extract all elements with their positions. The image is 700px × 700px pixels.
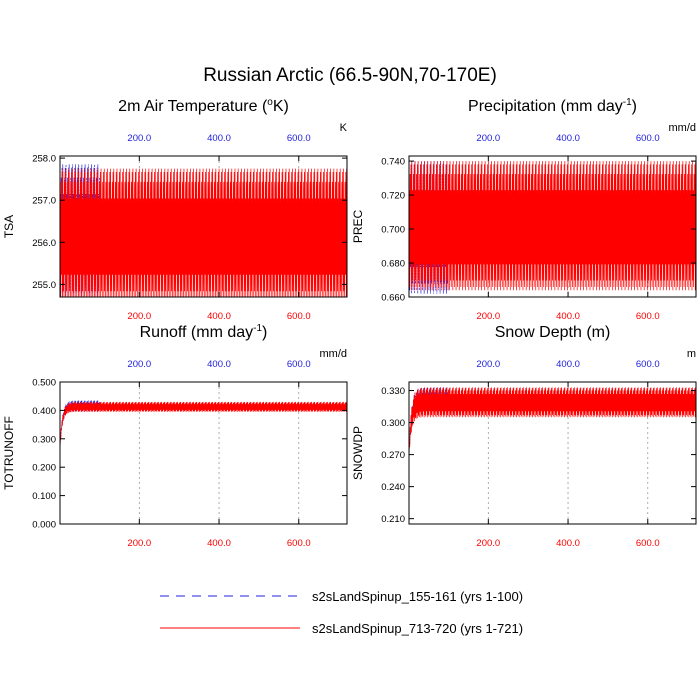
y-tick-label: 256.0 bbox=[32, 238, 56, 249]
series-line-2 bbox=[60, 168, 347, 297]
y-tick-label: 255.0 bbox=[32, 280, 56, 291]
units-label: K bbox=[340, 122, 348, 134]
legend: s2sLandSpinup_155-161 (yrs 1-100) s2sLan… bbox=[160, 589, 523, 636]
y-axis-label: TSA bbox=[2, 215, 16, 238]
units-label: mm/d bbox=[669, 122, 697, 134]
y-tick-label: 0.700 bbox=[381, 225, 405, 236]
series-line-2 bbox=[409, 387, 696, 459]
x-tick-label-top: 200.0 bbox=[476, 133, 500, 144]
y-tick-label: 0.240 bbox=[381, 482, 405, 493]
y-tick-label: 0.400 bbox=[32, 406, 56, 417]
y-tick-label: 258.0 bbox=[32, 154, 56, 165]
y-tick-label: 0.200 bbox=[32, 463, 56, 474]
x-tick-label-top: 400.0 bbox=[556, 133, 580, 144]
x-tick-label-bottom: 400.0 bbox=[207, 311, 231, 322]
x-tick-label-bottom: 400.0 bbox=[556, 538, 580, 549]
x-tick-label-top: 400.0 bbox=[207, 133, 231, 144]
series-line-2 bbox=[60, 401, 347, 449]
x-tick-label-top: 200.0 bbox=[127, 359, 151, 370]
y-tick-label: 0.300 bbox=[32, 434, 56, 445]
panel-3: Runoff (mm day-1) mm/d TOTRUNOFF 0.000 0.100… bbox=[2, 323, 348, 549]
panel-2: Precipitation (mm day-1) mm/d PREC 0.660 0.6… bbox=[351, 97, 697, 322]
y-axis-label: TOTRUNOFF bbox=[2, 416, 16, 490]
units-label: m bbox=[687, 348, 696, 360]
main-title: Russian Arctic (66.5-90N,70-170E) bbox=[203, 65, 497, 86]
y-tick-label: 0.100 bbox=[32, 491, 56, 502]
x-tick-label-bottom: 600.0 bbox=[287, 311, 311, 322]
y-tick-label: 0.000 bbox=[32, 520, 56, 531]
series-line-2 bbox=[409, 161, 696, 291]
x-tick-label-bottom: 200.0 bbox=[127, 538, 151, 549]
units-label: mm/d bbox=[320, 348, 348, 360]
x-tick-label-top: 200.0 bbox=[127, 133, 151, 144]
panel-title: 2m Air Temperature (oK) bbox=[118, 97, 289, 115]
y-axis-label: SNOWDP bbox=[351, 426, 365, 480]
y-tick-label: 0.210 bbox=[381, 514, 405, 525]
y-tick-label: 0.270 bbox=[381, 450, 405, 461]
x-tick-label-bottom: 200.0 bbox=[127, 311, 151, 322]
y-tick-label: 257.0 bbox=[32, 196, 56, 207]
legend-label-1: s2sLandSpinup_155-161 (yrs 1-100) bbox=[312, 589, 523, 604]
x-tick-label-top: 600.0 bbox=[287, 133, 311, 144]
plot-frame bbox=[59, 155, 348, 298]
x-tick-label-top: 600.0 bbox=[287, 359, 311, 370]
y-tick-label: 0.330 bbox=[381, 386, 405, 397]
y-tick-label: 0.680 bbox=[381, 259, 405, 270]
panel-1: 2m Air Temperature (oK) K TSA 255.0 256.0 257… bbox=[2, 97, 348, 322]
x-tick-label-top: 200.0 bbox=[476, 359, 500, 370]
x-tick-label-bottom: 600.0 bbox=[636, 538, 660, 549]
x-tick-label-bottom: 400.0 bbox=[207, 538, 231, 549]
plot-frame bbox=[408, 155, 697, 298]
y-tick-label: 0.660 bbox=[381, 293, 405, 304]
x-tick-label-top: 400.0 bbox=[556, 359, 580, 370]
legend-label-2: s2sLandSpinup_713-720 (yrs 1-721) bbox=[312, 621, 523, 636]
x-tick-label-bottom: 600.0 bbox=[636, 311, 660, 322]
x-tick-label-bottom: 400.0 bbox=[556, 311, 580, 322]
y-tick-label: 0.740 bbox=[381, 157, 405, 168]
x-tick-label-top: 600.0 bbox=[636, 359, 660, 370]
x-tick-label-top: 600.0 bbox=[636, 133, 660, 144]
y-tick-label: 0.500 bbox=[32, 378, 56, 389]
panel-title: Precipitation (mm day-1) bbox=[468, 97, 637, 115]
y-axis-label: PREC bbox=[351, 209, 365, 243]
panel-4: Snow Depth (m) m SNOWDP 0.210 0.240 0.270 0.30… bbox=[351, 324, 697, 549]
y-tick-label: 0.300 bbox=[381, 418, 405, 429]
x-tick-label-bottom: 200.0 bbox=[476, 538, 500, 549]
panel-title: Snow Depth (m) bbox=[495, 324, 611, 341]
plot-frame bbox=[408, 381, 697, 525]
plot-frame bbox=[59, 381, 348, 525]
y-tick-label: 0.720 bbox=[381, 191, 405, 202]
x-tick-label-top: 400.0 bbox=[207, 359, 231, 370]
x-tick-label-bottom: 200.0 bbox=[476, 311, 500, 322]
panel-title: Runoff (mm day-1) bbox=[140, 323, 268, 341]
x-tick-label-bottom: 600.0 bbox=[287, 538, 311, 549]
panels: 2m Air Temperature (oK) K TSA 255.0 256.0 257… bbox=[2, 97, 697, 549]
